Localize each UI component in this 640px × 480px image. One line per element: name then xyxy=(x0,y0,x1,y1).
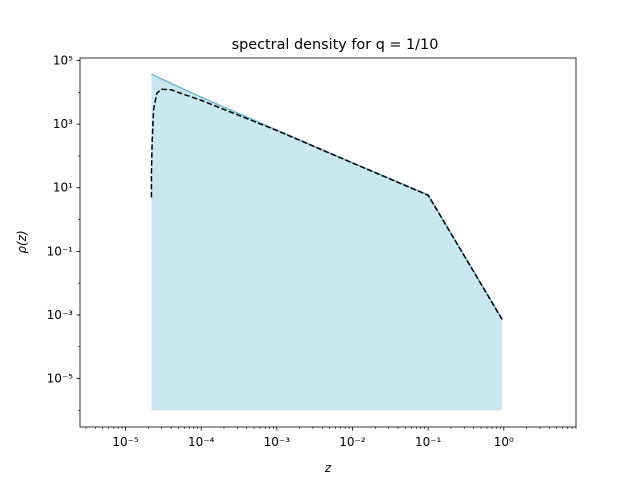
y-tick-label: 10⁻⁵ xyxy=(47,372,74,386)
x-tick-label: 10⁻⁵ xyxy=(112,435,139,449)
x-axis-label: z xyxy=(324,461,332,475)
x-tick-label: 10⁻⁴ xyxy=(188,435,215,449)
x-tick-label: 10⁰ xyxy=(494,435,514,449)
y-tick-label: 10³ xyxy=(53,117,73,131)
y-tick-label: 10⁻¹ xyxy=(47,244,74,258)
density-area xyxy=(151,74,503,411)
dashed-curve xyxy=(150,88,503,320)
x-axis: 10⁻⁵ 10⁻⁴ 10⁻³ 10⁻² 10⁻¹ 10⁰ xyxy=(85,427,577,449)
x-tick-label: 10⁻² xyxy=(339,435,366,449)
y-tick-label: 10⁵ xyxy=(53,54,73,68)
x-tick-label: 10⁻¹ xyxy=(415,435,442,449)
x-tick-label: 10⁻³ xyxy=(264,435,291,449)
y-axis-label: ρ(z) xyxy=(15,230,29,253)
plot-area xyxy=(150,73,503,411)
y-axis: 10⁻⁵ 10⁻³ 10⁻¹ 10¹ 10³ 10⁵ xyxy=(47,54,80,411)
chart-title: spectral density for q = 1/10 xyxy=(232,37,439,53)
y-tick-label: 10⁻³ xyxy=(47,308,74,322)
plot-frame xyxy=(79,57,577,428)
y-tick-label: 10¹ xyxy=(53,181,73,195)
